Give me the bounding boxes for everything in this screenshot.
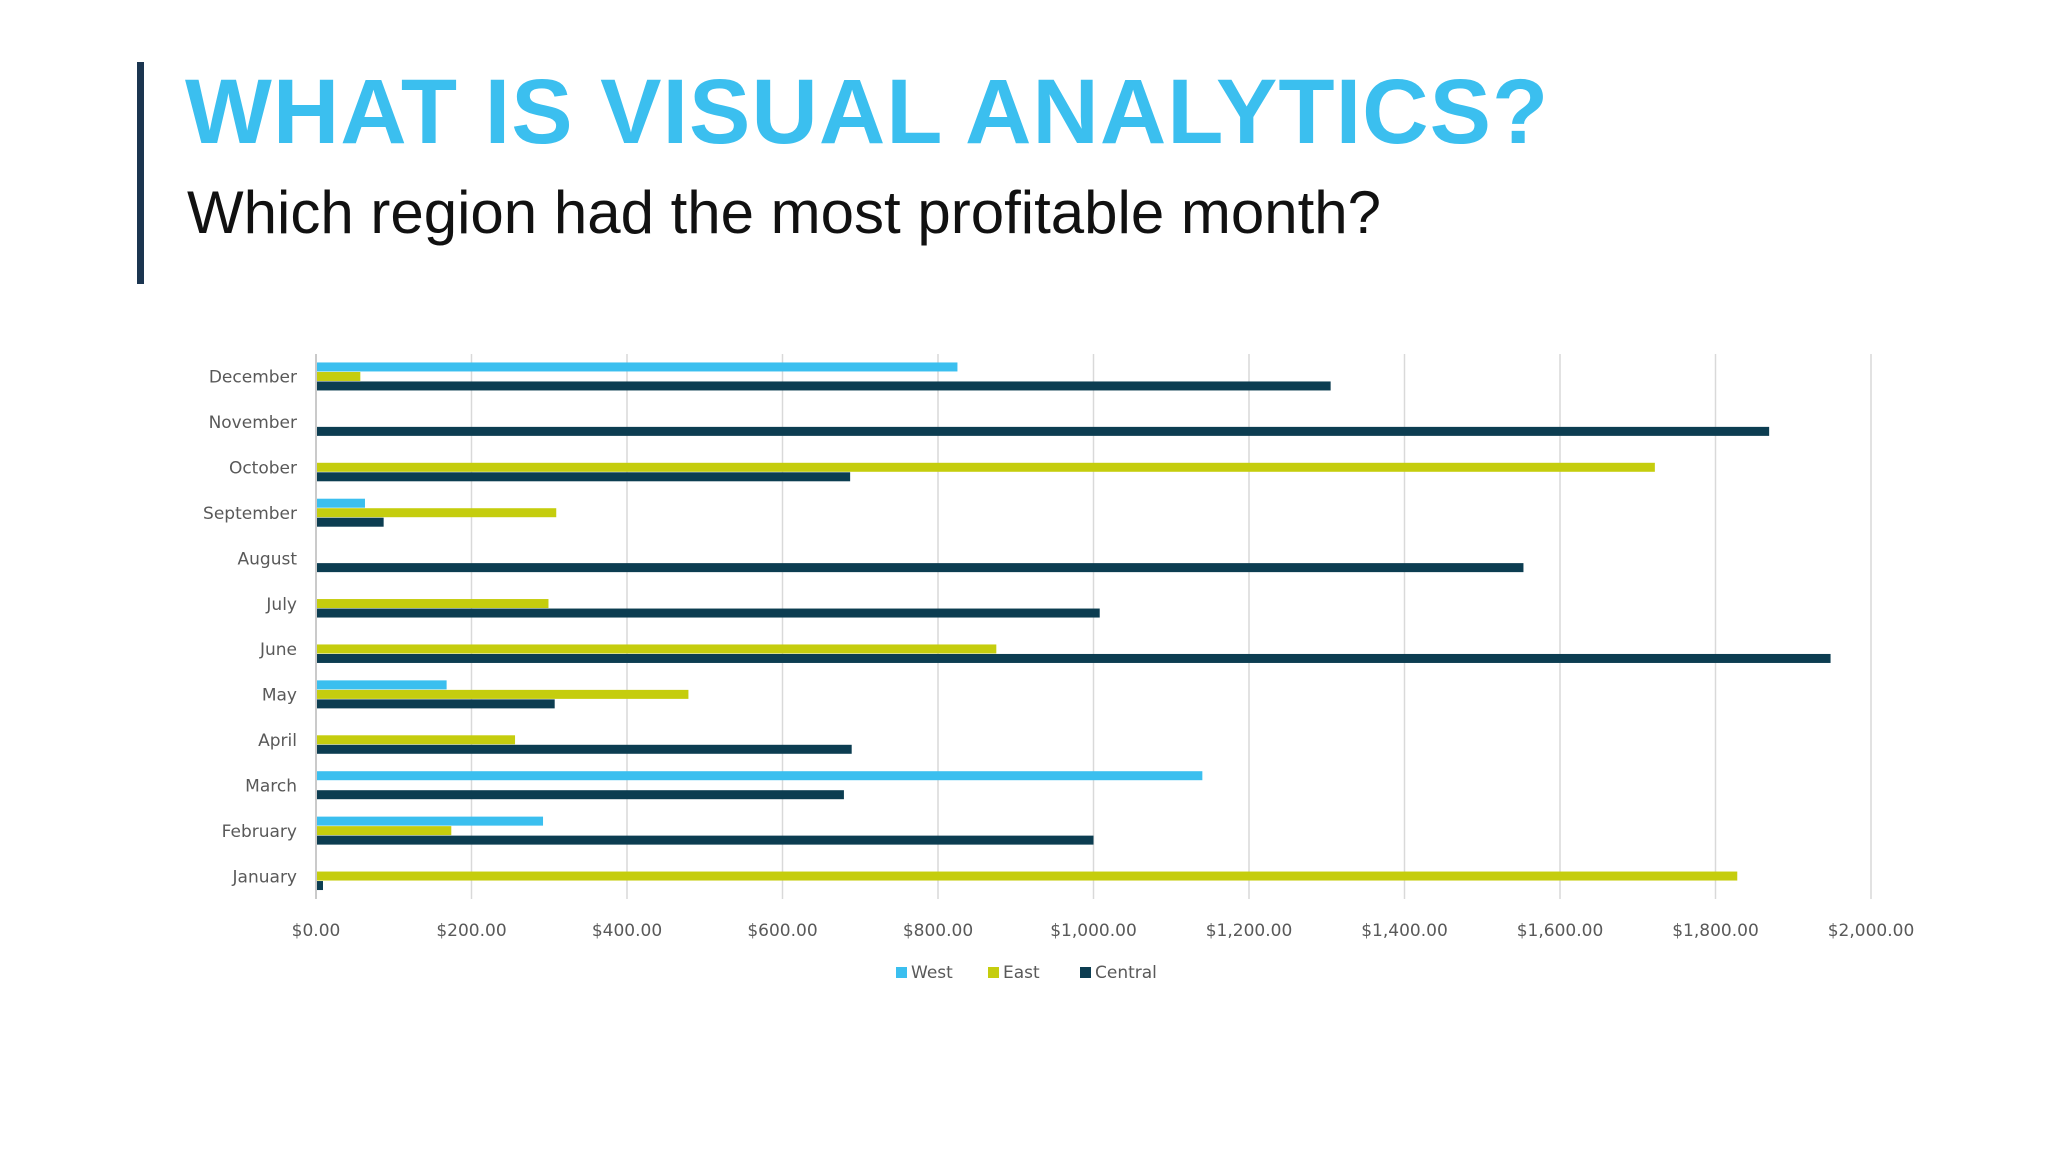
x-tick-label: $1,000.00 <box>1050 921 1137 941</box>
bar-west-february <box>317 816 544 826</box>
legend-swatch-west <box>896 967 907 978</box>
y-tick-label: January <box>232 867 297 887</box>
y-tick-label: November <box>209 413 297 433</box>
bar-east-february <box>317 826 452 836</box>
x-tick-label: $1,200.00 <box>1206 921 1293 941</box>
y-tick-label: October <box>229 459 297 479</box>
legend-label-west: West <box>911 963 953 983</box>
bar-central-september <box>317 517 384 527</box>
bar-central-may <box>317 699 555 709</box>
y-tick-label: December <box>209 368 297 388</box>
bar-central-june <box>317 653 1831 663</box>
bar-east-july <box>317 599 549 609</box>
x-tick-label: $0.00 <box>292 921 341 941</box>
bar-east-january <box>317 871 1738 881</box>
x-tick-label: $600.00 <box>747 921 817 941</box>
slide-title: WHAT IS VISUAL ANALYTICS? <box>185 61 1550 163</box>
slide-subtitle: Which region had the most profitable mon… <box>187 179 1381 246</box>
y-tick-label: June <box>259 640 297 660</box>
bar-central-december <box>317 381 1331 391</box>
bar-east-october <box>317 462 1655 472</box>
bar-central-august <box>317 563 1524 573</box>
legend-label-central: Central <box>1095 963 1157 983</box>
bar-central-july <box>317 608 1100 618</box>
bar-west-march <box>317 771 1203 781</box>
bar-central-march <box>317 790 844 800</box>
y-tick-label: April <box>258 731 297 751</box>
y-tick-label: July <box>265 595 297 615</box>
bar-east-december <box>317 371 361 381</box>
title-accent-bar <box>137 62 144 284</box>
x-tick-label: $2,000.00 <box>1828 921 1915 941</box>
bar-central-january <box>317 881 323 891</box>
bar-central-april <box>317 744 852 754</box>
x-tick-label: $1,400.00 <box>1361 921 1448 941</box>
legend-swatch-east <box>988 967 999 978</box>
y-tick-label: March <box>245 776 297 796</box>
bar-east-may <box>317 689 689 699</box>
legend-label-east: East <box>1003 963 1040 983</box>
y-tick-label: May <box>262 686 297 706</box>
bar-east-april <box>317 735 516 745</box>
x-tick-label: $400.00 <box>592 921 662 941</box>
x-tick-label: $800.00 <box>903 921 973 941</box>
y-tick-label: September <box>203 504 297 524</box>
bar-east-june <box>317 644 997 654</box>
bar-west-september <box>317 498 365 508</box>
legend-swatch-central <box>1080 967 1091 978</box>
x-tick-label: $1,600.00 <box>1517 921 1604 941</box>
bar-central-october <box>317 472 851 482</box>
y-tick-label: February <box>222 822 297 842</box>
x-tick-label: $1,800.00 <box>1672 921 1759 941</box>
bar-west-may <box>317 680 447 690</box>
bar-west-december <box>317 362 958 372</box>
bar-east-september <box>317 508 557 518</box>
y-tick-label: August <box>238 549 298 569</box>
x-tick-label: $200.00 <box>436 921 506 941</box>
bar-central-november <box>317 426 1770 436</box>
bar-central-february <box>317 835 1094 845</box>
